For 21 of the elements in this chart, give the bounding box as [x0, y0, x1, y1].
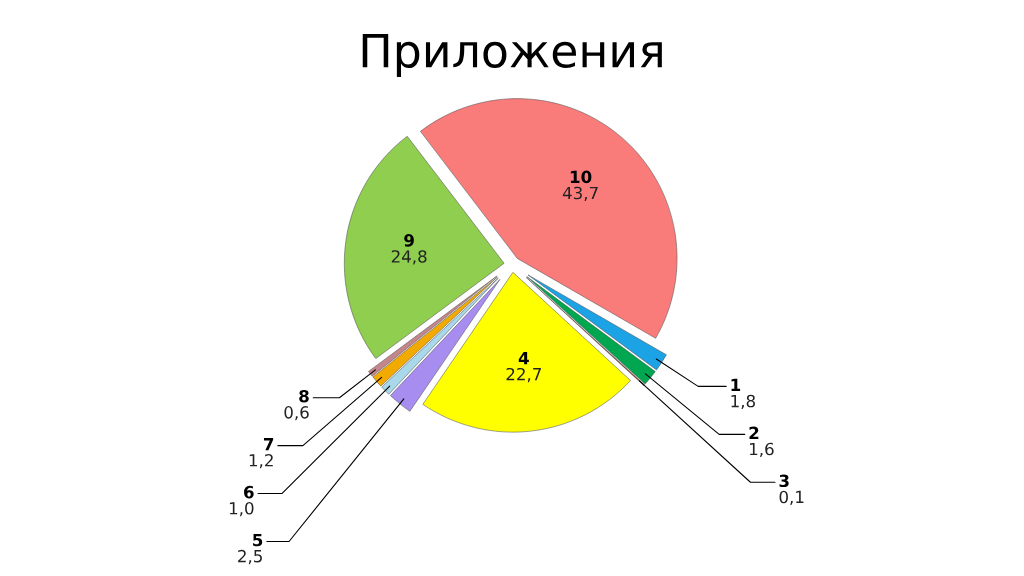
data-label: 0,6 — [284, 406, 309, 421]
slice-label: 10 — [570, 170, 592, 184]
slice-label: 5 — [253, 533, 263, 547]
data-label: 1,2 — [249, 453, 273, 469]
slice-label: 8 — [299, 389, 309, 403]
data-label: 1,6 — [750, 442, 774, 457]
slice-label: 7 — [263, 438, 274, 451]
slice-label: 4 — [518, 351, 529, 365]
data-label: 43,7 — [562, 186, 598, 202]
data-label: 22,7 — [506, 367, 541, 383]
chart-title: Приложения — [362, 33, 662, 77]
data-label: 1,8 — [731, 394, 755, 410]
slice-label: 3 — [779, 474, 789, 488]
data-label: 1,0 — [229, 501, 254, 517]
slice-label: 9 — [404, 234, 414, 247]
slice-label: 1 — [731, 378, 741, 391]
data-label: 24,8 — [391, 250, 427, 265]
data-label: 0,1 — [779, 490, 804, 505]
slice-label: 6 — [244, 485, 254, 499]
data-label: 2,5 — [238, 549, 262, 565]
slice-label: 2 — [749, 426, 759, 439]
